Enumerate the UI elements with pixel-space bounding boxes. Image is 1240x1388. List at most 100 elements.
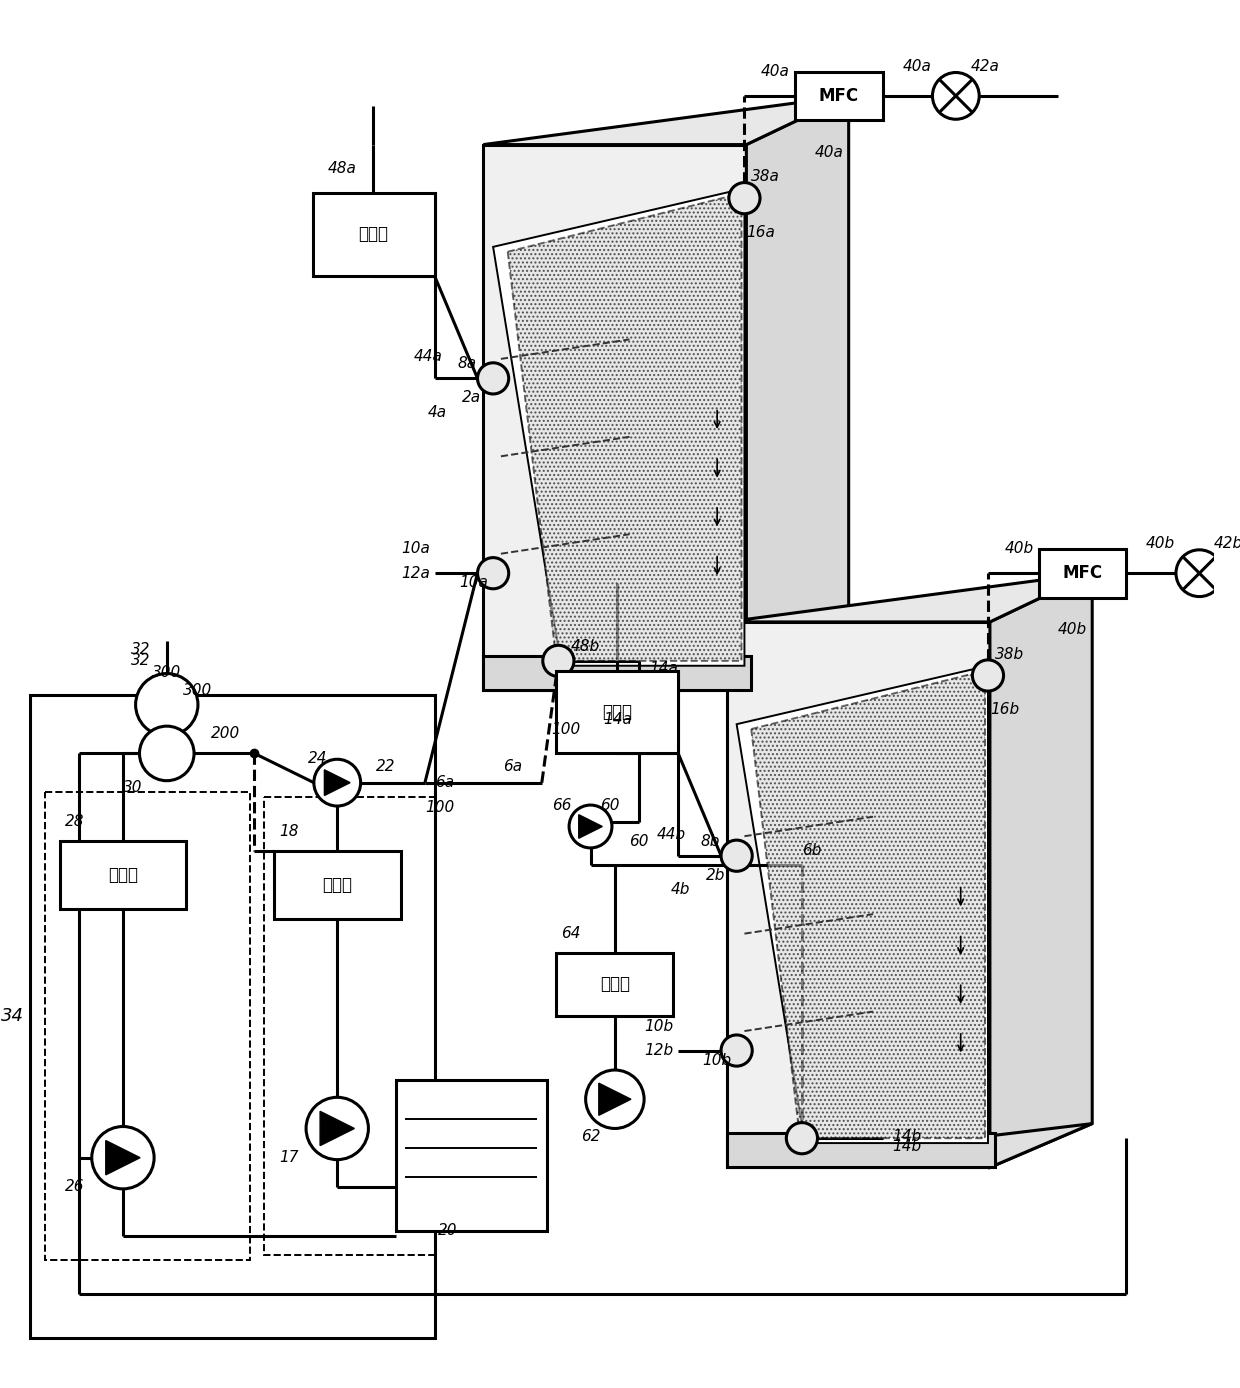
Text: 32: 32 [130,641,150,657]
Text: 20: 20 [438,1223,458,1238]
Text: 100: 100 [552,722,580,737]
Circle shape [786,1123,817,1153]
Text: 流量计: 流量计 [600,976,630,994]
Text: 28: 28 [64,815,84,829]
Circle shape [720,1035,753,1066]
Polygon shape [1039,548,1126,598]
Polygon shape [795,72,883,121]
Text: 24: 24 [308,751,327,766]
Text: 48b: 48b [572,638,600,654]
Text: 40a: 40a [815,144,843,160]
Text: 44a: 44a [414,350,443,365]
Polygon shape [484,647,848,690]
Text: 6a: 6a [435,775,454,790]
Text: 14a: 14a [604,712,632,727]
Text: 40a: 40a [761,64,790,79]
Polygon shape [557,954,673,1016]
Polygon shape [557,670,678,754]
Text: 12b: 12b [645,1042,673,1058]
Circle shape [585,1070,644,1128]
Text: 60: 60 [630,834,649,848]
Polygon shape [727,573,1092,622]
Text: 38b: 38b [994,647,1024,662]
Text: 30: 30 [123,780,143,795]
Text: 40b: 40b [1004,541,1034,557]
Text: 42b: 42b [1214,537,1240,551]
Text: 10b: 10b [645,1019,673,1034]
Polygon shape [746,96,848,690]
Text: 4b: 4b [671,883,689,897]
Polygon shape [990,573,1092,1167]
Text: 10a: 10a [401,541,430,557]
Text: 2a: 2a [463,390,481,405]
Polygon shape [599,1083,631,1116]
Text: 14b: 14b [893,1138,921,1153]
Circle shape [729,183,760,214]
Text: 检测器: 检测器 [358,225,388,243]
Circle shape [306,1098,368,1159]
Polygon shape [396,1080,547,1231]
Polygon shape [320,1112,355,1145]
Text: 16a: 16a [746,225,775,240]
Text: 34: 34 [0,1008,24,1026]
Polygon shape [507,193,742,661]
Text: 14b: 14b [893,1128,921,1144]
Circle shape [972,659,1003,691]
Text: 60: 60 [600,798,620,812]
Text: MFC: MFC [1063,564,1102,582]
Text: 66: 66 [552,798,572,812]
Polygon shape [60,841,186,909]
Text: 流量计: 流量计 [108,866,138,884]
Text: 检测器: 检测器 [601,702,632,720]
Polygon shape [727,622,990,1167]
Text: 10b: 10b [703,1052,732,1067]
Text: 18: 18 [279,824,299,838]
Text: 100: 100 [425,799,454,815]
Polygon shape [274,851,401,919]
Text: 42a: 42a [971,60,999,74]
Circle shape [139,726,193,780]
Circle shape [569,805,613,848]
Text: 22: 22 [376,759,396,773]
Circle shape [932,72,980,119]
Text: MFC: MFC [818,87,859,105]
Text: 200: 200 [211,726,239,741]
Polygon shape [312,193,435,276]
Text: 流量计: 流量计 [322,876,352,894]
Text: 40b: 40b [1058,622,1087,637]
Text: 10a: 10a [459,576,487,590]
Circle shape [1176,550,1223,597]
Text: 38a: 38a [751,169,780,185]
Circle shape [477,362,508,394]
Text: 44b: 44b [657,827,686,841]
Polygon shape [727,1124,1092,1167]
Circle shape [135,673,198,736]
Text: 8a: 8a [458,357,476,371]
Text: 40b: 40b [1146,537,1176,551]
Circle shape [92,1127,154,1190]
Polygon shape [484,657,751,690]
Polygon shape [484,144,746,690]
Polygon shape [105,1141,140,1174]
Circle shape [314,759,361,806]
Text: 4a: 4a [428,405,446,421]
Circle shape [543,645,574,676]
Polygon shape [484,96,848,144]
Polygon shape [579,815,603,838]
Text: 48a: 48a [327,161,356,176]
Text: 300: 300 [153,665,181,680]
Text: 32: 32 [130,654,150,669]
Text: 12a: 12a [401,566,430,580]
Text: 6b: 6b [802,844,821,858]
Text: 14a: 14a [649,661,678,676]
Text: 62: 62 [580,1128,600,1144]
Polygon shape [325,770,350,795]
Text: 26: 26 [64,1180,84,1195]
Text: 300: 300 [184,683,212,698]
Text: 64: 64 [562,926,580,941]
Circle shape [720,840,753,872]
Text: 17: 17 [279,1151,299,1165]
Text: 2b: 2b [706,868,725,883]
Text: 8b: 8b [701,834,720,848]
Polygon shape [727,1134,994,1167]
